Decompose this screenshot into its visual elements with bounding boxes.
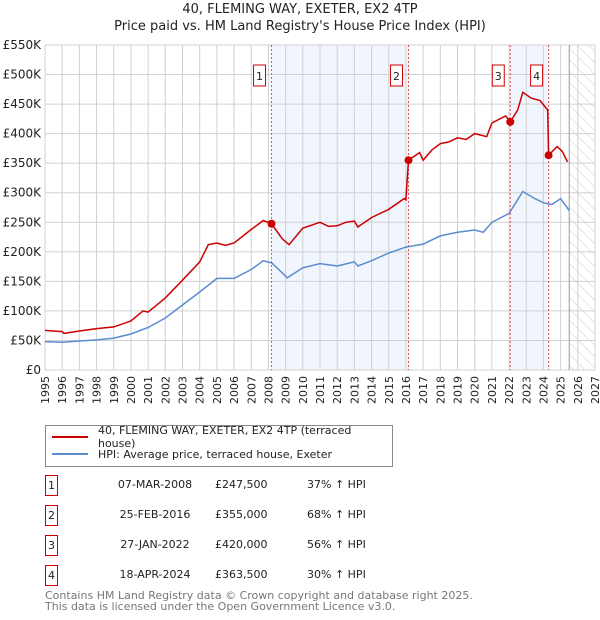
x-tick-label: 2006 (228, 376, 241, 404)
y-tick-label: £200K (3, 245, 43, 259)
x-tick-label: 2027 (589, 376, 600, 404)
transaction-date: 25-FEB-2016 (119, 508, 191, 521)
x-tick-label: 2025 (555, 376, 568, 404)
transaction-number-badge: 1 (45, 475, 58, 496)
x-tick-label: 1998 (91, 376, 104, 404)
x-tick-label: 2022 (503, 376, 516, 404)
sale-label-box (491, 64, 505, 87)
y-tick-label: £50K (10, 333, 42, 347)
transaction-hpi-change: 37% ↑ HPI (307, 478, 366, 491)
sale-label-box (390, 64, 404, 87)
x-tick-label: 2018 (434, 376, 447, 404)
y-tick-label: £250K (3, 215, 43, 229)
legend-label: 40, FLEMING WAY, EXETER, EX2 4TP (terrac… (97, 424, 352, 450)
transaction-price: £247,500 (215, 478, 268, 491)
y-tick-label: £550K (3, 38, 43, 52)
sale-point-marker (267, 219, 276, 228)
x-tick-label: 2009 (280, 376, 293, 404)
transaction-price: £355,000 (215, 508, 268, 521)
footer: Contains HM Land Registry data © Crown c… (45, 590, 473, 612)
x-tick-label: 2002 (159, 376, 172, 404)
sale-point-marker (544, 151, 553, 160)
y-tick-label: £500K (3, 68, 43, 82)
chart-subtitle: Price paid vs. HM Land Registry's House … (114, 19, 486, 34)
x-tick-label: 2023 (520, 376, 533, 404)
x-tick-label: 2005 (211, 376, 224, 404)
x-tick-label: 2016 (400, 376, 413, 404)
transaction-number-badge: 3 (45, 535, 58, 556)
x-tick-label: 1995 (39, 376, 52, 404)
transaction-date: 18-APR-2024 (119, 568, 191, 581)
legend-swatch-red (52, 436, 88, 438)
x-tick-label: 2019 (452, 376, 465, 404)
y-tick-label: £300K (3, 186, 43, 200)
y-tick-label: £350K (3, 156, 43, 170)
x-tick-label: 2007 (245, 376, 258, 404)
transaction-price: £420,000 (215, 538, 268, 551)
x-tick-label: 2003 (177, 376, 190, 404)
forecast-hatch (569, 45, 595, 370)
transaction-hpi-change: 68% ↑ HPI (307, 508, 366, 521)
x-tick-label: 2011 (314, 376, 327, 404)
x-tick-label: 2015 (383, 376, 396, 404)
y-tick-label: £0 (26, 363, 41, 377)
licence-text: This data is licensed under the Open Gov… (45, 600, 396, 613)
sale-label-number: 3 (495, 70, 502, 83)
y-tick-label: £150K (3, 274, 43, 288)
sale-label-box (253, 64, 267, 87)
y-tick-label: £400K (3, 127, 43, 141)
shaded-period (510, 45, 549, 370)
legend-label: HPI: Average price, terraced house, Exet… (98, 447, 333, 461)
sale-point-marker (404, 156, 413, 165)
sale-label-box (530, 64, 544, 87)
x-tick-label: 1996 (56, 376, 69, 404)
sale-label-number: 2 (393, 70, 400, 83)
transaction-date: 27-JAN-2022 (120, 538, 190, 551)
x-tick-label: 2008 (262, 376, 275, 404)
transaction-hpi-change: 56% ↑ HPI (307, 538, 366, 551)
x-tick-label: 1999 (108, 376, 121, 404)
chart-title: 40, FLEMING WAY, EXETER, EX2 4TP (182, 2, 418, 17)
sale-point-marker (506, 117, 515, 126)
y-tick-label: £100K (3, 304, 43, 318)
y-tick-label: £450K (3, 97, 43, 111)
shaded-period (271, 45, 409, 370)
x-tick-label: 2004 (194, 376, 207, 404)
x-tick-label: 1997 (73, 376, 86, 404)
x-tick-label: 2010 (297, 376, 310, 404)
legend-swatch-blue (52, 453, 88, 455)
x-tick-label: 2014 (366, 376, 379, 404)
x-tick-label: 2000 (125, 376, 138, 404)
price-chart: 1995 1996 1997 1998 1999 2000 2001 2002 2003 2004… (3, 38, 600, 404)
x-tick-label: 2020 (469, 376, 482, 404)
sale-label-number: 1 (256, 70, 263, 83)
x-tick-label: 2017 (417, 376, 430, 404)
x-tick-label: 2001 (142, 376, 155, 404)
transaction-number-badge: 4 (45, 565, 58, 586)
hpi-line (44, 190, 570, 343)
legend: 40, FLEMING WAY, EXETER, EX2 4TP (terrac… (45, 424, 393, 467)
legend-entry-property: 40, FLEMING WAY, EXETER, EX2 4TP (terrac… (52, 424, 392, 450)
x-tick-label: 2024 (537, 376, 550, 404)
property-price-line (44, 91, 569, 335)
x-tick-label: 2021 (486, 376, 499, 404)
transaction-number-badge: 2 (45, 505, 58, 526)
sale-label-number: 4 (533, 70, 540, 83)
x-tick-label: 2026 (572, 376, 585, 404)
x-tick-label: 2013 (348, 376, 361, 404)
legend-entry-hpi: HPI: Average price, terraced house, Exet… (52, 446, 332, 462)
transaction-date: 07-MAR-2008 (117, 478, 193, 491)
transaction-price: £363,500 (215, 568, 268, 581)
transaction-hpi-change: 30% ↑ HPI (307, 568, 366, 581)
copyright-text: Contains HM Land Registry data © Crown c… (45, 589, 473, 602)
x-tick-label: 2012 (331, 376, 344, 404)
